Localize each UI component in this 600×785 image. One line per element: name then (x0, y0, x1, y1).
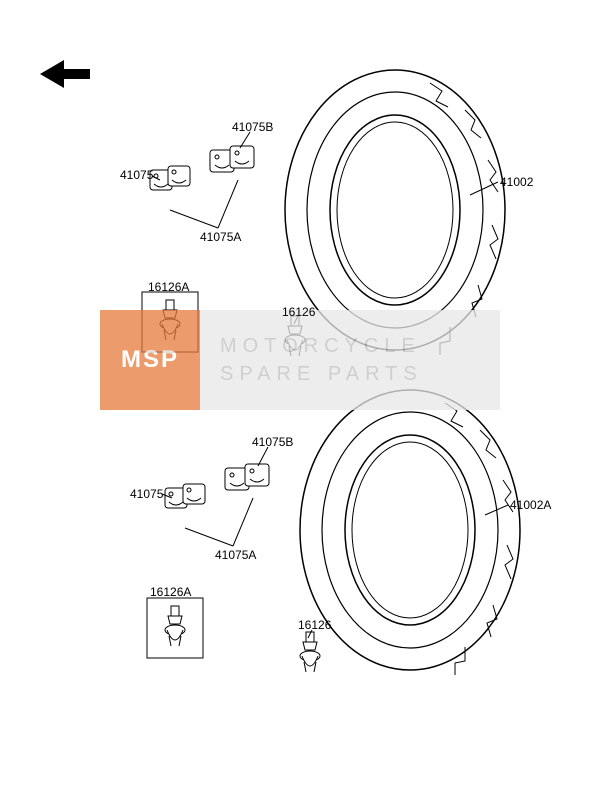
label-41075a-bot: 41075A (215, 548, 256, 562)
label-41075b-top: 41075B (232, 120, 273, 134)
watermark-badge-text: MSP (121, 346, 179, 374)
parts-diagram: MSP MOTORCYCLE SPARE PARTS 41075B 41075 … (0, 0, 600, 785)
label-41075b-bot: 41075B (252, 435, 293, 449)
watermark-line2: SPARE PARTS (220, 360, 500, 388)
label-41002a: 41002A (510, 498, 551, 512)
watermark-panel: MSP MOTORCYCLE SPARE PARTS (100, 310, 500, 410)
label-16126a-bot: 16126A (150, 585, 191, 599)
label-16126-bot: 16126 (298, 618, 331, 632)
label-16126a-top: 16126A (148, 280, 189, 294)
watermark-text: MOTORCYCLE SPARE PARTS (200, 332, 500, 388)
label-41075-bot: 41075 (130, 487, 163, 501)
watermark-badge: MSP (100, 310, 200, 410)
label-16126-top: 16126 (282, 305, 315, 319)
label-41002: 41002 (500, 175, 533, 189)
watermark-line1: MOTORCYCLE (220, 332, 500, 360)
label-41075a-top: 41075A (200, 230, 241, 244)
label-41075-top: 41075 (120, 168, 153, 182)
